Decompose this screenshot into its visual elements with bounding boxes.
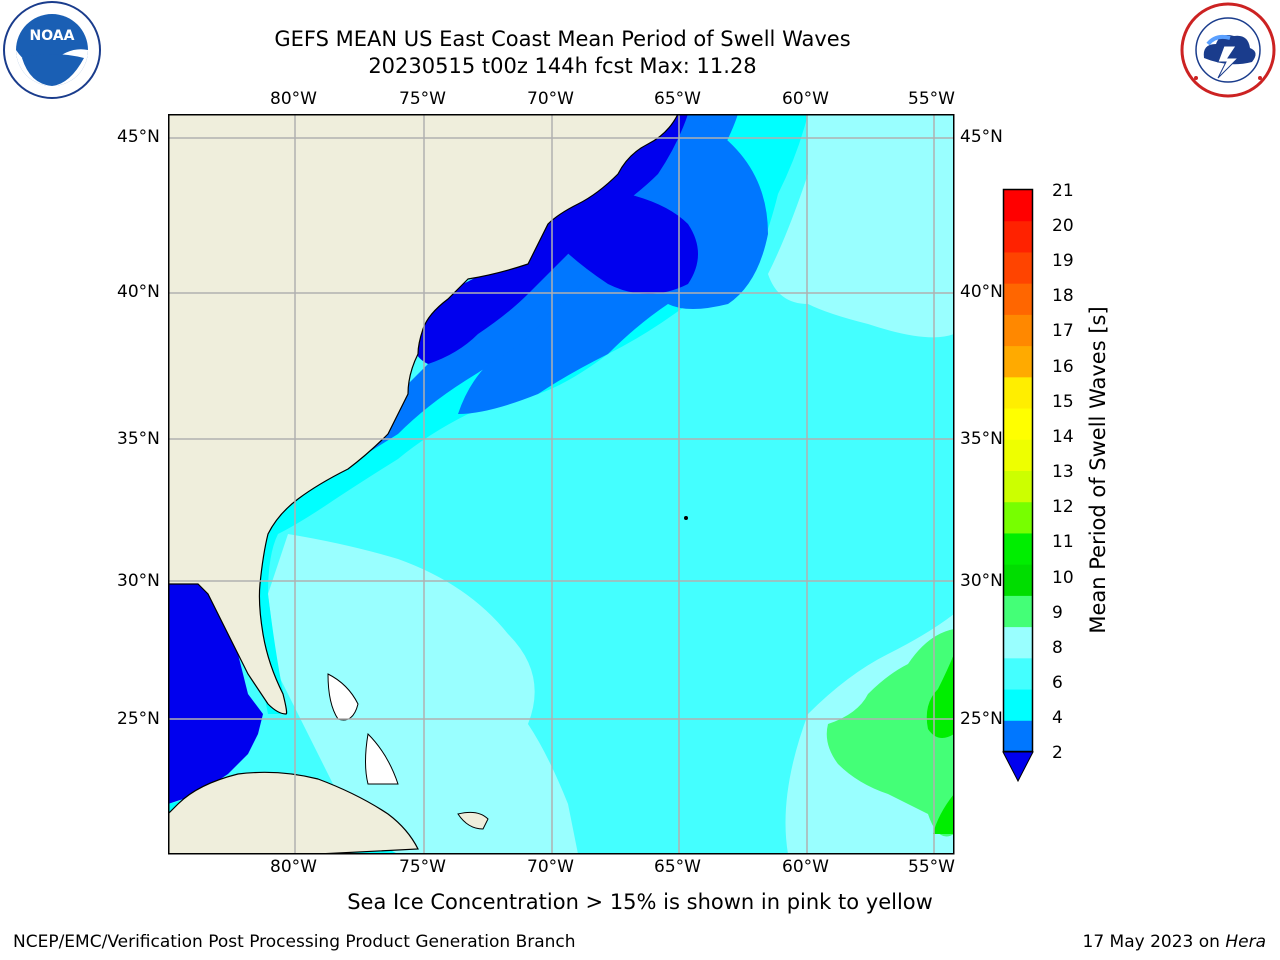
period-band-under-2s-bay [535,189,698,294]
colorbar-tick-6: 6 [1052,673,1063,693]
machine-name: Hera [1225,932,1266,952]
period-band-8-9s [268,534,578,854]
colorbar-segment [1004,533,1032,566]
lat-tick-right-40n: 40°N [960,282,1003,302]
noaa-logo-text: NOAA [30,28,75,44]
colorbar-segment [1004,658,1032,691]
colorbar-tick-4: 4 [1052,708,1063,728]
colorbar-tick-10: 10 [1052,568,1074,588]
colorbar-segment [1004,190,1032,222]
colorbar-segment [1004,564,1032,597]
land-bermuda [684,516,688,520]
colorbar-tick-20: 20 [1052,216,1074,236]
noaa-logo: NOAA [3,1,101,99]
colorbar-tick-13: 13 [1052,462,1074,482]
lat-tick-right-35n: 35°N [960,429,1003,449]
lat-tick-right-25n: 25°N [960,709,1003,729]
colorbar-segment [1004,221,1032,253]
colorbar-tick-14: 14 [1052,427,1074,447]
colorbar-tick-12: 12 [1052,497,1074,517]
lon-tick-top-60w: 60°W [782,89,829,109]
colorbar-tick-16: 16 [1052,357,1074,377]
colorbar-tick-17: 17 [1052,321,1074,341]
sea-ice-note: Sea Ice Concentration > 15% is shown in … [347,890,933,914]
period-band-under-2s-gulf [168,584,263,804]
chart-subtitle: 20230515 t00z 144h fcst Max: 11.28 [368,54,757,78]
lon-tick-bottom-65w: 65°W [654,857,701,877]
colorbar-segment [1004,346,1032,378]
lon-tick-bottom-75w: 75°W [399,857,446,877]
land-bahamas-2 [365,732,399,785]
colorbar-segment [1004,314,1032,347]
colorbar [1002,188,1034,783]
chart-title: GEFS MEAN US East Coast Mean Period of S… [274,27,851,51]
lon-tick-top-70w: 70°W [527,89,574,109]
colorbar-tick-15: 15 [1052,392,1074,412]
land-bahamas [327,673,359,721]
lon-tick-bottom-60w: 60°W [782,857,829,877]
colorbar-tick-19: 19 [1052,251,1074,271]
lon-tick-top-75w: 75°W [399,89,446,109]
lat-tick-left-45n: 45°N [117,127,160,147]
period-band-8-9s-east [768,114,954,338]
colorbar-segment [1004,502,1032,534]
map-graticule [168,114,954,854]
lat-tick-left-25n: 25°N [117,709,160,729]
lat-tick-left-35n: 35°N [117,429,160,449]
date-text: 17 May 2023 on [1082,932,1226,952]
lat-tick-right-45n: 45°N [960,127,1003,147]
colorbar-segment [1004,283,1032,316]
colorbar-tick-2: 2 [1052,743,1063,763]
swell-period-map [168,114,955,855]
colorbar-segment [1004,252,1032,285]
lon-tick-bottom-80w: 80°W [270,857,317,877]
period-band-10-11s-south [933,794,954,834]
lat-tick-left-30n: 30°N [117,571,160,591]
nws-logo [1180,2,1276,98]
lon-tick-top-55w: 55°W [908,89,955,109]
lon-tick-top-80w: 80°W [270,89,317,109]
colorbar-tick-21: 21 [1052,181,1074,201]
colorbar-tick-18: 18 [1052,286,1074,306]
colorbar-extend-arrow [1002,751,1034,783]
colorbar-frame [1002,188,1034,753]
colorbar-tick-9: 9 [1052,603,1063,623]
colorbar-tick-11: 11 [1052,532,1074,552]
colorbar-segment [1004,720,1032,753]
land-hispaniola [457,811,489,830]
lon-tick-top-65w: 65°W [654,89,701,109]
colorbar-tick-8: 8 [1052,638,1063,658]
colorbar-segment [1004,408,1032,441]
lon-tick-bottom-70w: 70°W [527,857,574,877]
lon-tick-bottom-55w: 55°W [908,857,955,877]
colorbar-segment [1004,689,1032,722]
colorbar-segment [1004,595,1032,628]
colorbar-segment [1004,471,1032,503]
land-cuba [168,771,419,854]
colorbar-label: Mean Period of Swell Waves [s] [1086,306,1110,634]
colorbar-segment [1004,439,1032,472]
colorbar-segment [1004,627,1032,659]
credit-text: NCEP/EMC/Verification Post Processing Pr… [13,932,576,952]
period-band-9-10s [826,629,954,837]
date-stamp: 17 May 2023 on Hera [1083,932,1267,952]
colorbar-segment [1004,377,1032,410]
lat-tick-left-40n: 40°N [117,282,160,302]
lat-tick-right-30n: 30°N [960,571,1003,591]
map-frame [168,114,955,855]
